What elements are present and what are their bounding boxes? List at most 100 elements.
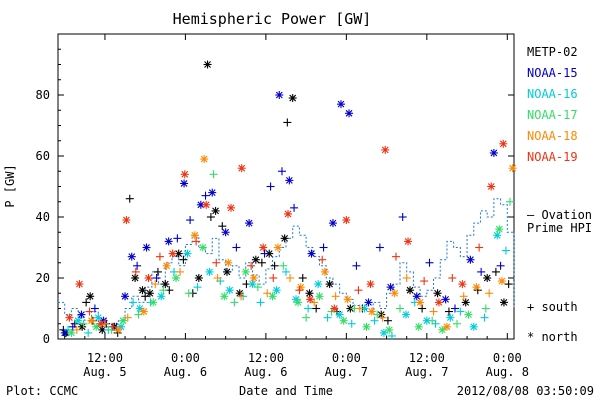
north-point [499,139,508,148]
series-noaa-15 [60,91,505,337]
south-point [277,167,286,176]
south-point [504,280,513,289]
north-point [339,316,348,325]
north-point [162,261,171,270]
south-point [153,267,162,276]
plot-frame [57,33,515,340]
north-point [180,179,189,188]
south-point [82,298,91,307]
north-point [294,298,303,307]
south-point [475,243,484,252]
north-point [74,316,83,325]
north-point [343,295,352,304]
x-tick-date-label: Aug. 7 [325,365,368,379]
north-point [194,274,203,282]
north-point [381,145,390,154]
south-point [237,292,246,301]
north-point [224,258,233,267]
south-point [68,322,77,331]
north-point [406,286,415,295]
north-point [183,249,192,258]
north-point [386,283,395,292]
north-point [390,289,399,298]
north-point [78,322,87,331]
south-point [383,316,392,325]
north-point [458,280,467,289]
south-point [192,237,201,246]
north-point [414,322,423,331]
x-tick-date-label: Aug. 6 [164,365,207,379]
y-tick-label: 0 [43,332,50,346]
north-point [489,148,498,157]
south-point [131,267,140,276]
north-point [205,267,214,276]
south-point [184,289,193,298]
north-point [248,280,257,289]
north-point [241,267,250,276]
south-point [173,234,182,243]
south-point [310,298,319,307]
north-point [360,304,369,313]
south-point [253,283,262,292]
south-point [450,304,459,313]
south-point [133,261,142,270]
south-point [298,274,307,282]
north-point [268,292,277,301]
south-point [318,255,327,264]
south-point [491,267,500,276]
north-point [65,313,74,322]
south-point [123,313,132,322]
south-point [212,258,221,267]
north-point [342,216,351,225]
north-point [273,243,282,252]
north-point [121,292,130,301]
south-point [129,298,138,307]
north-point [328,219,337,228]
south-point [282,267,290,276]
north-point [307,249,316,258]
south-point [152,274,161,282]
north-point [198,243,207,252]
y-axis: 0 20 40 60 80 [36,48,514,346]
marker-legend-south: + south [527,300,578,314]
north-point [139,307,148,316]
north-point [142,243,151,252]
north-point [497,277,506,286]
footer-timestamp: 2012/08/08 03:50:09 [457,384,594,398]
north-point [404,237,413,246]
north-point [67,328,76,337]
north-point [495,225,504,234]
north-point [119,316,128,325]
north-point [320,267,329,276]
north-point [168,249,177,258]
south-point [375,243,384,252]
north-point [469,322,478,331]
south-point [304,304,313,313]
north-point [225,286,234,295]
north-point [161,280,170,289]
south-point [79,319,88,328]
north-point [288,94,297,103]
north-point [190,231,199,240]
south-point [108,322,117,331]
south-point [290,203,299,212]
north-point [149,298,158,307]
north-point [275,91,284,99]
north-point [472,283,481,292]
south-point [270,261,279,270]
north-point [433,289,442,298]
y-axis-label: P [GW] [3,164,17,207]
data-points [59,60,517,340]
north-point [203,60,212,69]
south-point [418,304,427,313]
south-point [286,274,295,282]
x-tick-date-label: Aug. 5 [83,365,126,379]
north-point [131,274,140,282]
south-point [176,267,185,276]
south-point [218,222,227,231]
north-point [114,325,123,334]
north-point [330,304,339,313]
north-point [211,206,220,215]
